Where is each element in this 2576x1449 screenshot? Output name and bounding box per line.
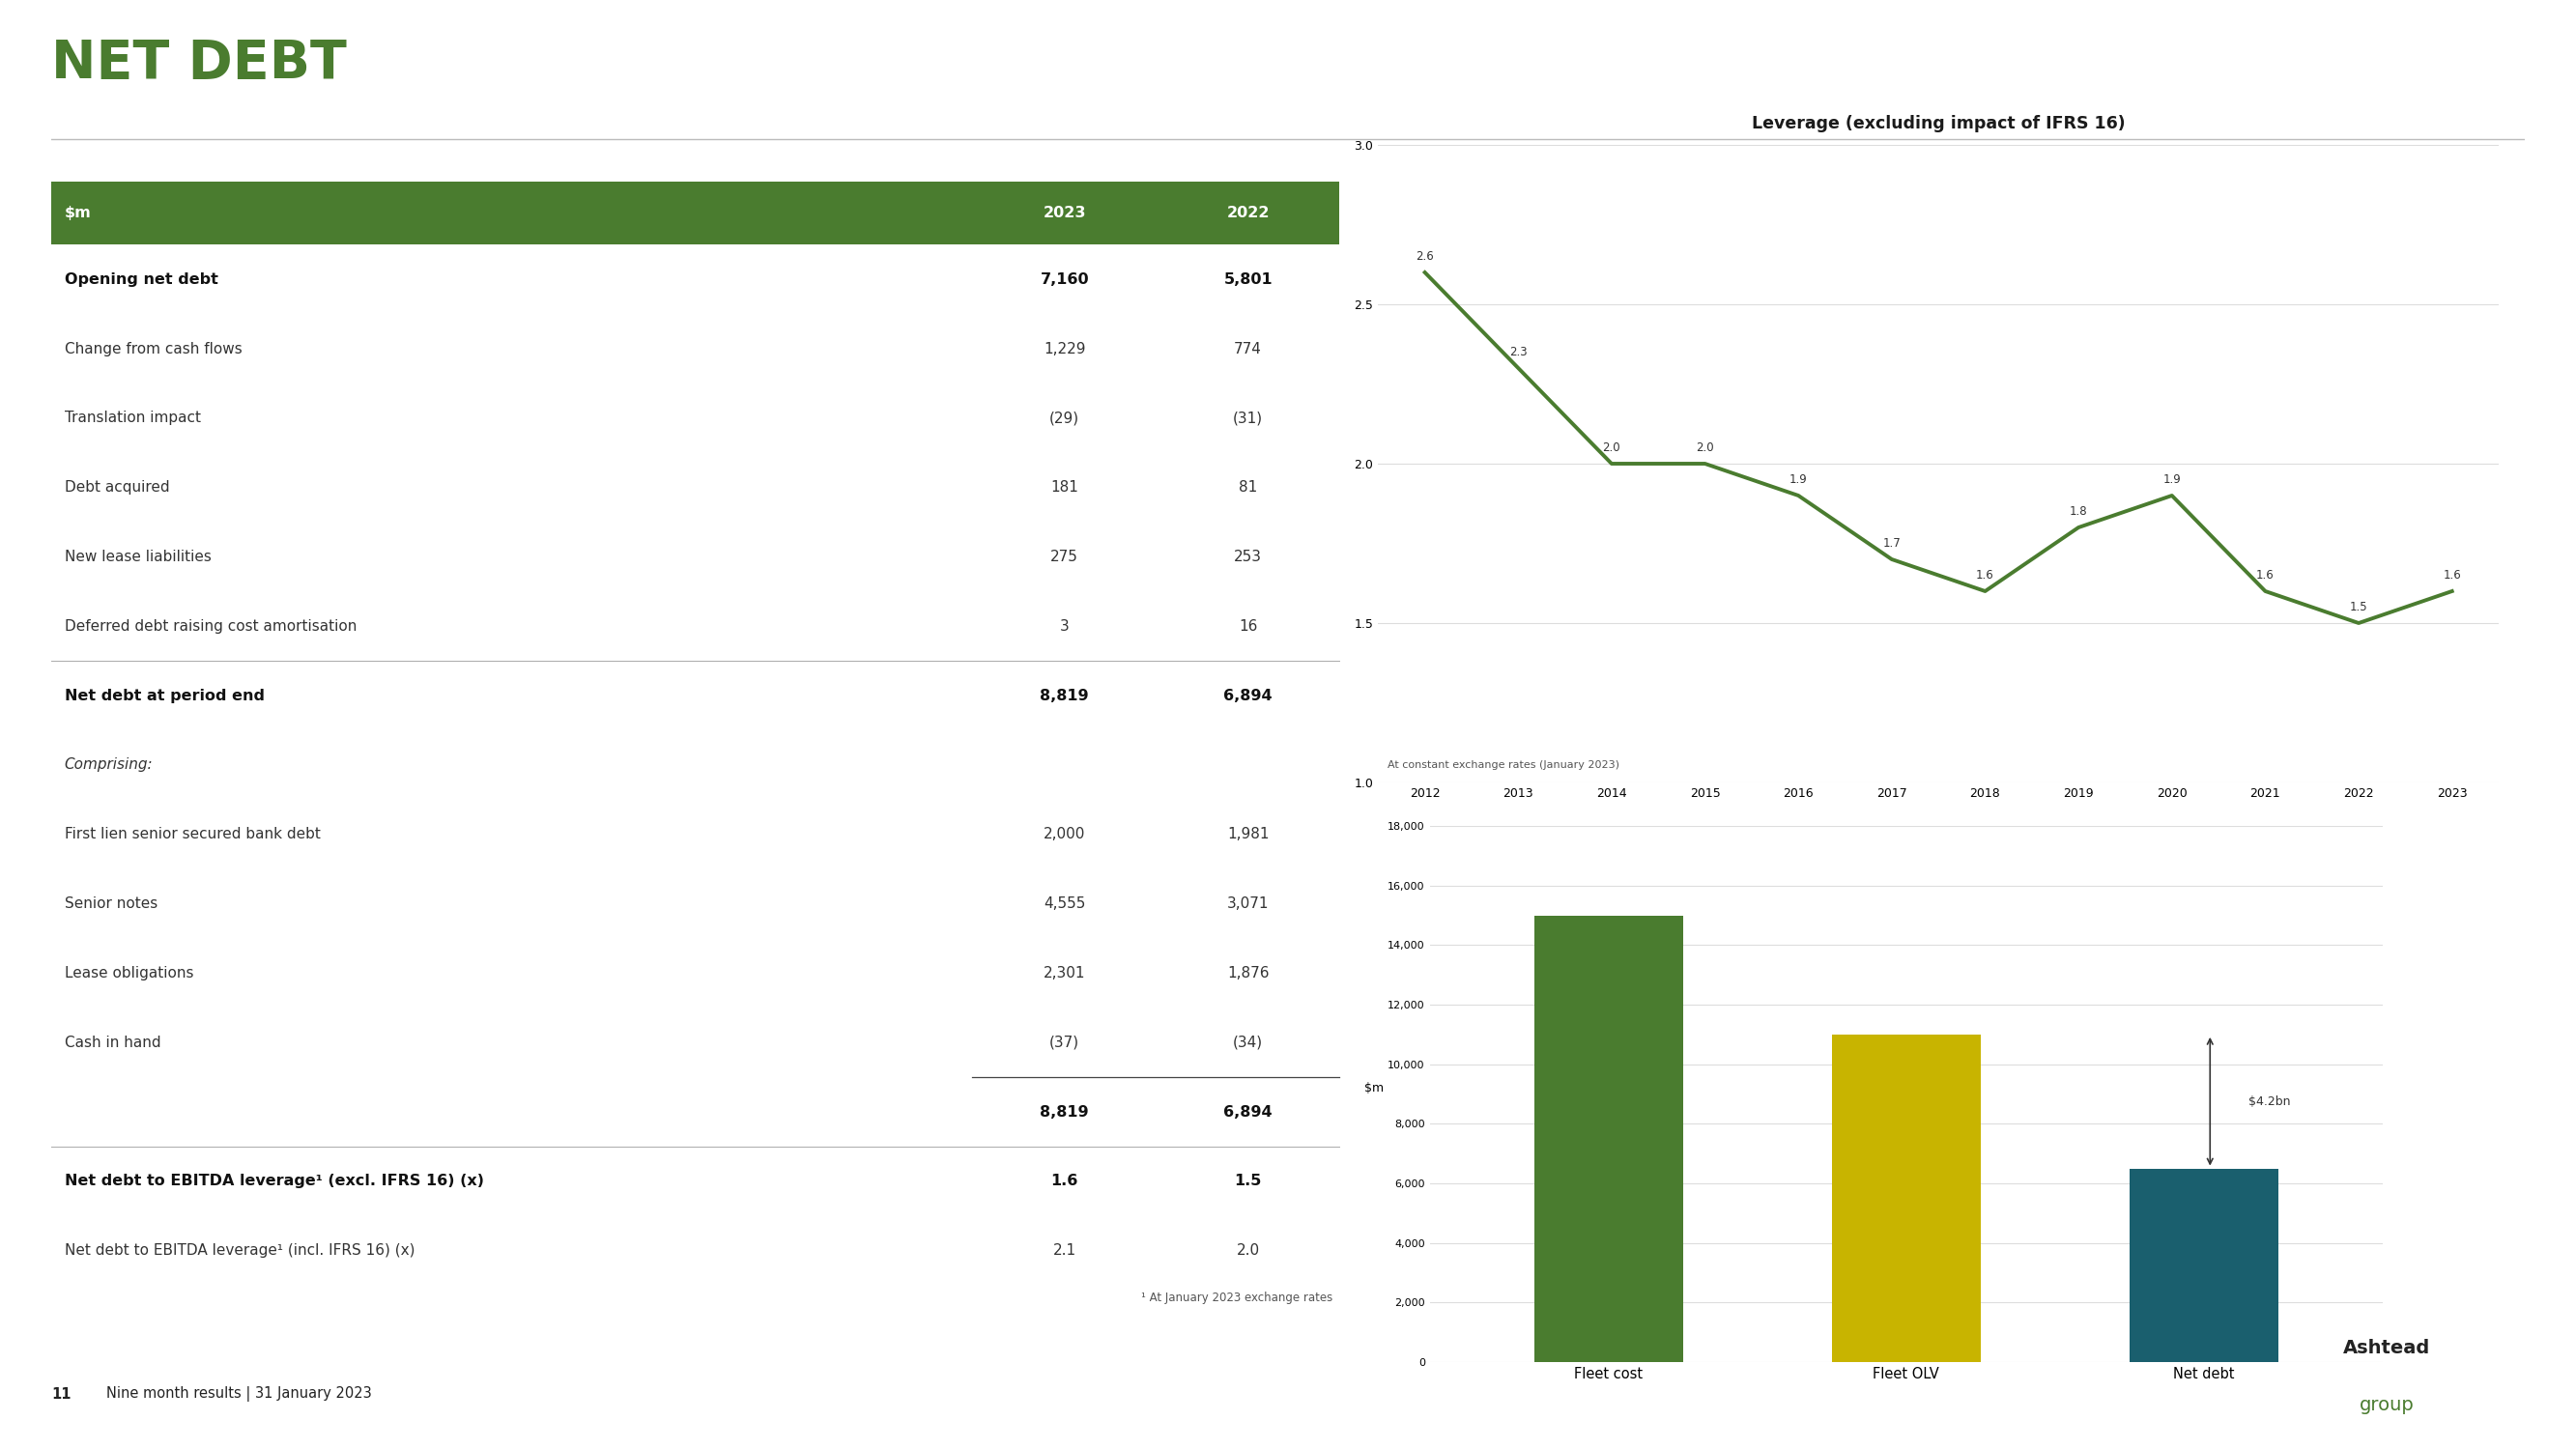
Text: 1.5: 1.5 (2349, 601, 2367, 614)
Text: At constant exchange rates (January 2023): At constant exchange rates (January 2023… (1388, 761, 1620, 769)
Text: 6,894: 6,894 (1224, 1104, 1273, 1119)
Bar (1832, 1035, 1981, 1362)
Text: (34): (34) (1234, 1036, 1262, 1051)
Text: Cash in hand: Cash in hand (64, 1036, 160, 1051)
Bar (1533, 916, 1682, 1362)
Text: 16: 16 (1239, 619, 1257, 633)
Text: 1.9: 1.9 (1790, 474, 1808, 487)
Text: Net debt at period end: Net debt at period end (64, 688, 265, 703)
Text: 2.6: 2.6 (1417, 251, 1435, 264)
Text: 1.6: 1.6 (1051, 1174, 1079, 1188)
Text: 2.0: 2.0 (1602, 442, 1620, 455)
Text: 1,876: 1,876 (1226, 966, 1270, 981)
Text: Net debt to EBITDA leverage¹ (excl. IFRS 16) (x): Net debt to EBITDA leverage¹ (excl. IFRS… (64, 1174, 484, 1188)
Text: 1.6: 1.6 (2257, 569, 2275, 582)
Text: 2023: 2023 (1043, 206, 1087, 220)
Title: Leverage (excluding impact of IFRS 16): Leverage (excluding impact of IFRS 16) (1752, 116, 2125, 133)
Text: Opening net debt: Opening net debt (64, 272, 219, 287)
Text: Translation impact: Translation impact (64, 412, 201, 426)
Text: 253: 253 (1234, 549, 1262, 564)
Text: NET DEBT: NET DEBT (52, 38, 348, 90)
Text: 181: 181 (1051, 480, 1079, 494)
Text: 4,555: 4,555 (1043, 897, 1084, 911)
Text: ¹ At January 2023 exchange rates: ¹ At January 2023 exchange rates (1141, 1291, 1334, 1304)
Text: (29): (29) (1048, 412, 1079, 426)
Text: 11: 11 (52, 1387, 72, 1401)
Text: 3: 3 (1059, 619, 1069, 633)
Text: $4.2bn: $4.2bn (2249, 1095, 2290, 1107)
Text: Senior notes: Senior notes (64, 897, 157, 911)
Text: (31): (31) (1234, 412, 1262, 426)
Text: Ashtead: Ashtead (2344, 1339, 2429, 1358)
Text: 2,000: 2,000 (1043, 827, 1084, 842)
Text: 3,071: 3,071 (1226, 897, 1270, 911)
Text: 2.1: 2.1 (1054, 1243, 1077, 1258)
Text: Net debt to EBITDA leverage¹ (incl. IFRS 16) (x): Net debt to EBITDA leverage¹ (incl. IFRS… (64, 1243, 415, 1258)
Text: 275: 275 (1051, 549, 1079, 564)
Text: group: group (2360, 1395, 2414, 1414)
Text: 774: 774 (1234, 342, 1262, 356)
Text: 1.6: 1.6 (1976, 569, 1994, 582)
Text: 6,894: 6,894 (1224, 688, 1273, 703)
Text: 2.0: 2.0 (1236, 1243, 1260, 1258)
Text: 1,981: 1,981 (1226, 827, 1270, 842)
Text: 1.5: 1.5 (1234, 1174, 1262, 1188)
Text: Debt acquired: Debt acquired (64, 480, 170, 494)
Text: New lease liabilities: New lease liabilities (64, 549, 211, 564)
Bar (52, 181, 1340, 245)
Text: Nine month results | 31 January 2023: Nine month results | 31 January 2023 (106, 1387, 371, 1401)
Text: 2.0: 2.0 (1695, 442, 1713, 455)
Text: (37): (37) (1048, 1036, 1079, 1051)
Text: 8,819: 8,819 (1041, 688, 1090, 703)
Text: Lease obligations: Lease obligations (64, 966, 193, 981)
Text: 1.7: 1.7 (1883, 538, 1901, 551)
Text: 5,801: 5,801 (1224, 272, 1273, 287)
Text: 7,160: 7,160 (1041, 272, 1090, 287)
Text: $m: $m (64, 206, 90, 220)
Y-axis label: $m: $m (1365, 1081, 1383, 1094)
Text: 1,229: 1,229 (1043, 342, 1084, 356)
Text: 1.6: 1.6 (2442, 569, 2460, 582)
Text: Change from cash flows: Change from cash flows (64, 342, 242, 356)
Bar (2130, 1168, 2280, 1362)
Text: 1.9: 1.9 (2164, 474, 2182, 487)
Text: 81: 81 (1239, 480, 1257, 494)
Text: 2.3: 2.3 (1510, 346, 1528, 359)
Text: 1.8: 1.8 (2069, 506, 2087, 519)
Text: 2022: 2022 (1226, 206, 1270, 220)
Text: Deferred debt raising cost amortisation: Deferred debt raising cost amortisation (64, 619, 355, 633)
Text: Comprising:: Comprising: (64, 758, 152, 772)
Text: 2,301: 2,301 (1043, 966, 1084, 981)
Text: First lien senior secured bank debt: First lien senior secured bank debt (64, 827, 319, 842)
Text: 8,819: 8,819 (1041, 1104, 1090, 1119)
